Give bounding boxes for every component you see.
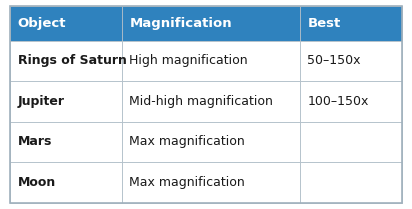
Bar (10, 41, 122, 81)
Bar (300, 81, 402, 122)
Bar (122, 41, 300, 81)
Text: Rings of Saturn: Rings of Saturn (18, 54, 126, 68)
Bar (10, 162, 122, 203)
Bar (300, 6, 402, 41)
Bar (10, 6, 122, 41)
Text: Moon: Moon (18, 176, 56, 189)
Text: 50–150x: 50–150x (307, 54, 361, 68)
Text: Object: Object (18, 17, 66, 30)
Bar (10, 122, 122, 162)
Bar (122, 6, 300, 41)
Text: Best: Best (307, 17, 341, 30)
Bar (300, 41, 402, 81)
Bar (122, 162, 300, 203)
Bar (300, 122, 402, 162)
Text: Max magnification: Max magnification (129, 176, 245, 189)
Text: Magnification: Magnification (129, 17, 232, 30)
Text: 100–150x: 100–150x (307, 95, 369, 108)
Bar (122, 81, 300, 122)
Text: High magnification: High magnification (129, 54, 248, 68)
Text: Mars: Mars (18, 135, 52, 148)
Bar (122, 122, 300, 162)
Bar (10, 81, 122, 122)
Text: Jupiter: Jupiter (18, 95, 65, 108)
Text: Mid-high magnification: Mid-high magnification (129, 95, 273, 108)
Bar (300, 162, 402, 203)
Text: Max magnification: Max magnification (129, 135, 245, 148)
